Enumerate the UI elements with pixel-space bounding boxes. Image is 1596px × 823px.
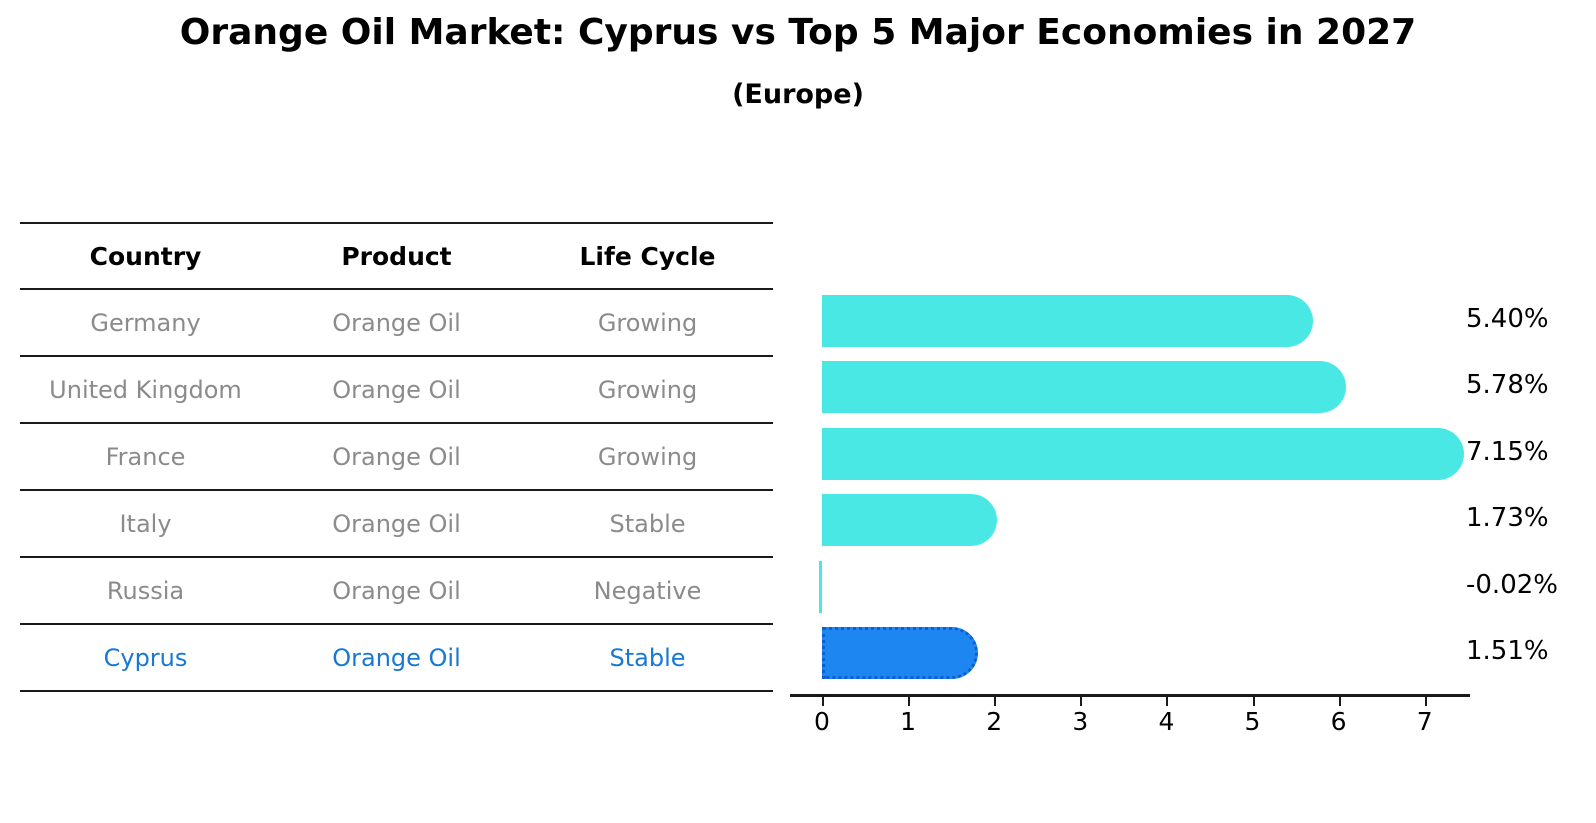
table-row: United Kingdom Orange Oil Growing	[20, 357, 773, 424]
cell-product: Orange Oil	[332, 375, 461, 404]
cell-life-cycle: Stable	[609, 643, 686, 672]
x-tick-mark	[1166, 697, 1169, 706]
table-row: Cyprus Orange Oil Stable	[20, 625, 773, 692]
cell-life-cycle: Negative	[593, 576, 702, 605]
x-tick-label: 2	[986, 707, 1003, 736]
cell-product: Orange Oil	[332, 509, 461, 538]
cell-product: Orange Oil	[332, 442, 461, 471]
bar-united-kingdom	[822, 361, 1346, 414]
x-tick-label: 5	[1244, 707, 1261, 736]
bar-italy	[822, 494, 997, 547]
bar-france	[822, 427, 1464, 480]
bar-cyprus	[822, 627, 978, 679]
x-tick-mark	[1252, 697, 1255, 706]
cell-product: Orange Oil	[332, 576, 461, 605]
cell-life-cycle: Growing	[597, 375, 698, 404]
header-life-cycle: Life Cycle	[579, 241, 716, 271]
x-axis-line	[790, 694, 1470, 697]
x-tick-mark	[1424, 697, 1427, 706]
x-tick-mark	[822, 697, 824, 706]
x-tick-label: 3	[1072, 707, 1089, 736]
chart-title: Orange Oil Market: Cyprus vs Top 5 Major…	[179, 12, 1417, 53]
table-row: Russia Orange Oil Negative	[20, 558, 773, 625]
bar-russia	[819, 560, 822, 613]
chart-subtitle: (Europe)	[732, 79, 864, 110]
cell-life-cycle: Growing	[597, 308, 698, 337]
table-row: France Orange Oil Growing	[20, 424, 773, 491]
x-tick-mark	[994, 697, 997, 706]
cell-product: Orange Oil	[332, 308, 461, 337]
value-label-france: 7.15%	[1466, 436, 1549, 467]
header-product: Product	[341, 241, 452, 271]
table-row: Italy Orange Oil Stable	[20, 491, 773, 558]
cell-country: Germany	[90, 308, 201, 337]
x-tick-label: 1	[900, 707, 917, 736]
cell-country: Italy	[119, 509, 172, 538]
cell-country: Russia	[106, 576, 185, 605]
x-tick-mark	[908, 697, 911, 706]
value-label-united-kingdom: 5.78%	[1466, 370, 1549, 401]
value-label-germany: 5.40%	[1466, 304, 1549, 334]
cell-country: United Kingdom	[49, 375, 242, 404]
x-tick-label: 6	[1330, 707, 1347, 736]
value-label-italy: 1.73%	[1466, 503, 1549, 534]
table-row: Germany Orange Oil Growing	[20, 290, 773, 357]
x-tick-mark	[1080, 697, 1083, 706]
cell-country: France	[105, 442, 186, 471]
x-tick-label: 7	[1416, 707, 1433, 736]
cell-country: Cyprus	[103, 643, 188, 672]
x-tick-mark	[1338, 697, 1341, 706]
value-label-russia: -0.02%	[1466, 569, 1558, 600]
x-tick-label: 0	[814, 707, 830, 736]
value-label-cyprus: 1.51%	[1466, 636, 1549, 666]
cell-life-cycle: Stable	[609, 509, 686, 538]
header-country: Country	[89, 241, 202, 271]
x-tick-label: 4	[1158, 707, 1175, 736]
cell-product: Orange Oil	[332, 643, 461, 672]
country-table: Country Product Life Cycle Germany Orang…	[20, 222, 773, 692]
bar-germany	[822, 295, 1313, 347]
cell-life-cycle: Growing	[597, 442, 698, 471]
table-header-row: Country Product Life Cycle	[20, 224, 773, 290]
